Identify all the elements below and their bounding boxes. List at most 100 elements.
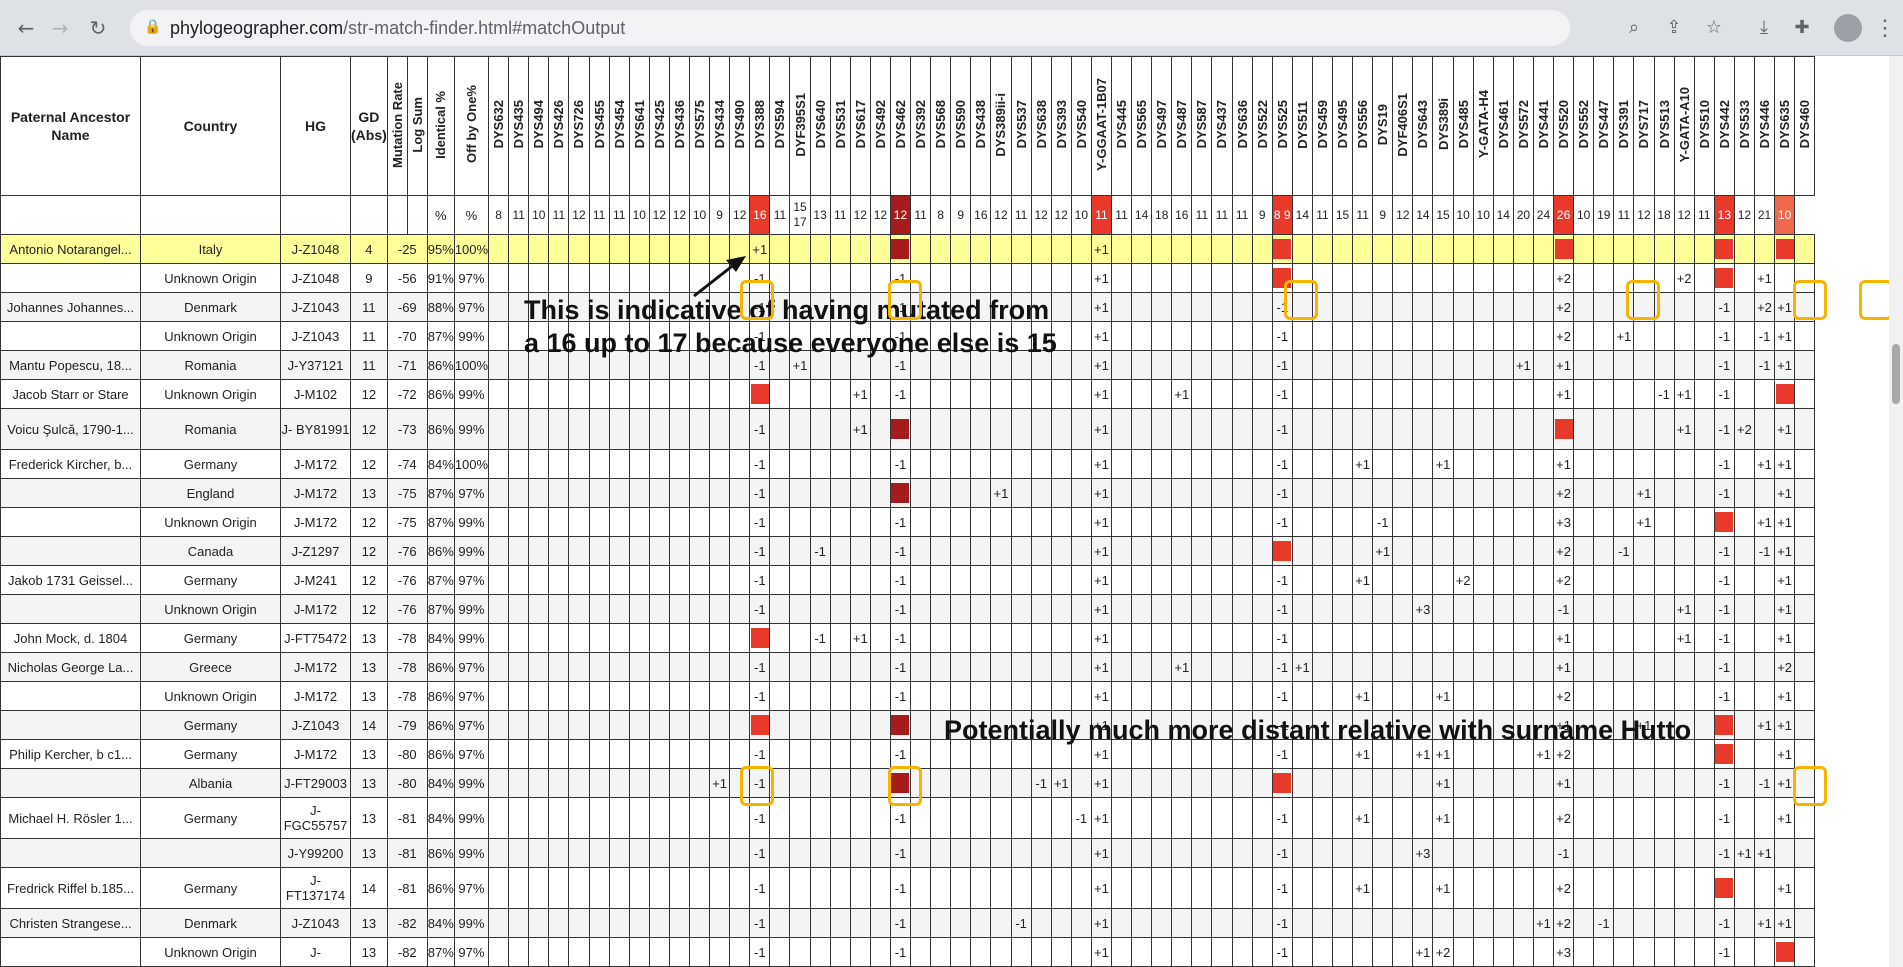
table-row[interactable]: Unknown Origin J-Z1048 9 -56 91% 97% -1 -1 +1 +2 +… — [0, 263, 1816, 293]
table-row[interactable]: John Mock, d. 1804 Germany J-FT75472 13 -78 8… — [0, 623, 1816, 653]
cell-name[interactable] — [0, 263, 141, 293]
table-row[interactable]: England J-M172 13 -75 87% 97% -1 +1 +1 -1 +2 +1 -1 +1 — [0, 478, 1816, 508]
download-icon[interactable]: ⤓ — [1760, 17, 1768, 38]
marker-header[interactable]: DYS568 — [930, 56, 952, 196]
marker-header[interactable]: Y-GATA-A10 — [1673, 56, 1695, 196]
marker-header[interactable]: DYS587 — [1191, 56, 1213, 196]
marker-header[interactable]: DYS636 — [1231, 56, 1253, 196]
table-row[interactable]: Unknown Origin J-M172 13 -78 86% 97% -1 -1 +1 -1 +… — [0, 681, 1816, 711]
marker-header[interactable]: DYS537 — [1010, 56, 1032, 196]
cell-name[interactable]: Antonio Notarangel... — [0, 234, 141, 264]
marker-header[interactable]: DYS632 — [488, 56, 510, 196]
cell-name[interactable]: Christen Strangese... — [0, 908, 141, 938]
marker-header[interactable]: DYS435 — [508, 56, 530, 196]
marker-header[interactable]: DYS520 — [1553, 56, 1575, 196]
table-row[interactable]: Unknown Origin J- 13 -82 87% 97% -1 -1 +1 -1 +1 +2 +… — [0, 937, 1816, 967]
marker-header[interactable]: DYS638 — [1030, 56, 1052, 196]
marker-header[interactable]: DYS455 — [588, 56, 610, 196]
star-icon[interactable]: ☆ — [1705, 17, 1723, 38]
marker-header[interactable]: DYS462 — [889, 56, 912, 196]
marker-header[interactable]: DYS485 — [1452, 56, 1474, 196]
menu-icon[interactable]: ⋮ — [1874, 15, 1896, 40]
marker-header[interactable]: DYS594 — [769, 56, 791, 196]
column-header[interactable]: HG — [280, 56, 351, 196]
table-row[interactable]: Christen Strangese... Denmark J-Z1043 13 -82… — [0, 908, 1816, 938]
marker-header[interactable]: DYS641 — [628, 56, 650, 196]
marker-header[interactable]: DYS643 — [1412, 56, 1434, 196]
table-row[interactable]: Fredrick Riffel b.185... Germany J- FT1371… — [0, 867, 1816, 909]
reload-icon[interactable]: ↻ — [89, 16, 107, 40]
column-header[interactable]: Log Sum — [406, 56, 428, 196]
column-header[interactable]: Off by One% — [453, 56, 490, 196]
table-row[interactable]: Albania J-FT29003 13 -80 84% 99% +1 -1 -1 +1 +1 +1 +… — [0, 768, 1816, 798]
marker-header[interactable]: DYS389ii-i — [990, 56, 1012, 196]
marker-header[interactable]: DYS436 — [668, 56, 691, 196]
cell-name[interactable] — [0, 321, 141, 351]
marker-header[interactable]: DYS459 — [1311, 56, 1334, 196]
cell-name[interactable] — [0, 838, 141, 868]
share-icon[interactable]: ⇪ — [1666, 17, 1682, 38]
marker-header[interactable]: Y-GATA-H4 — [1472, 56, 1494, 196]
table-row[interactable]: Mantu Popescu, 18... Romania J-Y37121 11 -71… — [0, 350, 1816, 380]
marker-header[interactable]: DYS447 — [1593, 56, 1615, 196]
marker-header[interactable]: DYS388 — [749, 56, 771, 196]
marker-header[interactable]: DYS494 — [528, 56, 550, 196]
marker-header[interactable]: DYS460 — [1794, 56, 1816, 196]
marker-header[interactable]: DYS446 — [1753, 56, 1776, 196]
marker-header[interactable]: DYS522 — [1251, 56, 1273, 196]
marker-header[interactable]: DYS441 — [1532, 56, 1555, 196]
scrollbar-thumb[interactable] — [1892, 344, 1900, 404]
table-row[interactable]: Frederick Kircher, b... Germany J-M172 12 -7… — [0, 449, 1816, 479]
marker-header[interactable]: DYS572 — [1512, 56, 1534, 196]
marker-header[interactable]: DYS437 — [1211, 56, 1233, 196]
arrow-right-icon[interactable]: → — [51, 16, 69, 40]
marker-header[interactable]: DYF395S1 — [789, 56, 811, 196]
table-row[interactable]: Canada J-Z1297 12 -76 86% 99% -1 -1 -1 +1 +1 +2 -1 -1… — [0, 536, 1816, 566]
marker-header[interactable]: DYS513 — [1653, 56, 1675, 196]
arrow-left-icon[interactable]: ← — [17, 16, 35, 40]
marker-header[interactable]: DYS531 — [829, 56, 851, 196]
marker-header[interactable]: DYS392 — [910, 56, 932, 196]
cell-name[interactable]: Jakob 1731 Geissel... — [0, 565, 141, 595]
cell-name[interactable]: John Mock, d. 1804 — [0, 623, 141, 653]
url-text[interactable]: phylogeographer.com/str-match-finder.htm… — [170, 18, 625, 39]
column-header[interactable]: Mutation Rate — [386, 56, 408, 196]
marker-header[interactable]: DYS492 — [869, 56, 891, 196]
cell-name[interactable] — [0, 768, 141, 798]
marker-header[interactable]: DYS575 — [688, 56, 711, 196]
marker-header[interactable]: DYS525 — [1271, 56, 1293, 196]
table-row[interactable]: Philip Kercher, b c1... Germany J-M172 13 -8… — [0, 739, 1816, 769]
marker-header[interactable]: DYS617 — [849, 56, 871, 196]
cell-name[interactable]: Frederick Kircher, b... — [0, 449, 141, 479]
table-row[interactable]: Unknown Origin J-Z1043 11 -70 87% 99% -1 -1 +1 -1… — [0, 321, 1816, 351]
table-row[interactable]: Jakob 1731 Geissel... Germany J-M241 12 -76 8… — [0, 565, 1816, 595]
marker-header[interactable]: DYS442 — [1713, 56, 1735, 196]
cell-name[interactable] — [0, 937, 141, 967]
marker-header[interactable]: DYS438 — [970, 56, 992, 196]
marker-header[interactable]: DYS445 — [1110, 56, 1133, 196]
marker-header[interactable]: DYS497 — [1151, 56, 1173, 196]
marker-header[interactable]: DYS389i — [1432, 56, 1454, 196]
cell-name[interactable]: Voicu Şulcă, 1790-1... — [0, 408, 141, 450]
marker-header[interactable]: DYS393 — [1050, 56, 1072, 196]
cell-name[interactable]: Johannes Johannes... — [0, 292, 141, 322]
cell-name[interactable] — [0, 681, 141, 711]
marker-header[interactable]: DYS590 — [950, 56, 972, 196]
cell-name[interactable]: Nicholas George La... — [0, 652, 141, 682]
marker-header[interactable]: DYS426 — [548, 56, 570, 196]
marker-header[interactable]: DYS556 — [1352, 56, 1374, 196]
cell-name[interactable]: Jacob Starr or Stare — [0, 379, 141, 409]
profile-avatar[interactable] — [1834, 14, 1862, 42]
table-row[interactable]: Voicu Şulcă, 1790-1... Romania J- BY81991 1… — [0, 408, 1816, 450]
zoom-icon[interactable]: ⌕ — [1628, 17, 1640, 38]
extensions-icon[interactable]: ✚ — [1794, 17, 1810, 38]
marker-header[interactable]: DYS640 — [809, 56, 831, 196]
column-header[interactable]: Country — [140, 56, 281, 196]
marker-header[interactable]: DYS495 — [1331, 56, 1354, 196]
vertical-scrollbar[interactable] — [1889, 56, 1903, 967]
marker-header[interactable]: DYS454 — [608, 56, 630, 196]
cell-name[interactable]: Michael H. Rösler 1... — [0, 797, 141, 839]
marker-header[interactable]: DYS434 — [709, 56, 731, 196]
marker-header[interactable]: DYS490 — [729, 56, 751, 196]
table-row[interactable]: J-Y99200 13 -81 86% 99% -1 -1 +1 -1 +3 -1 -1 +1 +1 — [0, 838, 1816, 868]
